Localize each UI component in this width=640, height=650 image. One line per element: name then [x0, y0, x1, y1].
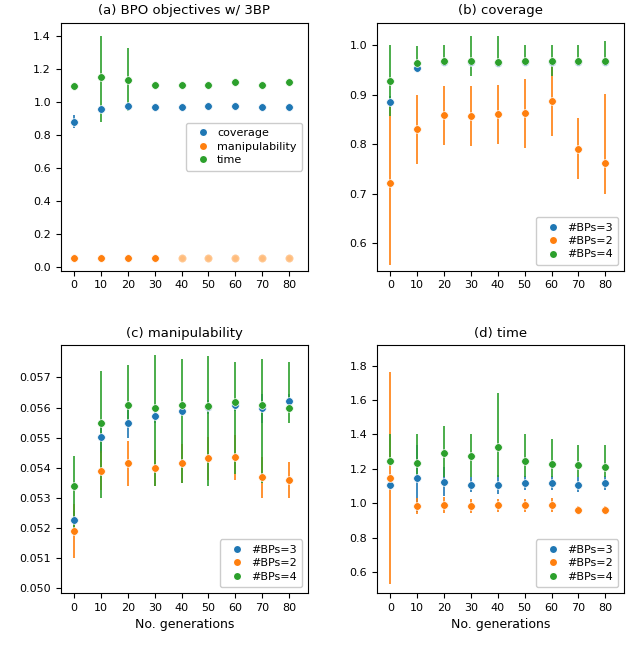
Legend: #BPs=3, #BPs=2, #BPs=4: #BPs=3, #BPs=2, #BPs=4 — [536, 217, 618, 265]
X-axis label: No. generations: No. generations — [451, 618, 550, 631]
Legend: #BPs=3, #BPs=2, #BPs=4: #BPs=3, #BPs=2, #BPs=4 — [536, 540, 618, 587]
Point — [177, 253, 187, 263]
Point — [230, 253, 241, 263]
Legend: coverage, manipulability, time: coverage, manipulability, time — [186, 123, 302, 170]
Point — [204, 253, 214, 263]
Title: (a) BPO objectives w/ 3BP: (a) BPO objectives w/ 3BP — [99, 5, 270, 18]
Title: (c) manipulability: (c) manipulability — [126, 326, 243, 339]
X-axis label: No. generations: No. generations — [134, 618, 234, 631]
Point — [257, 253, 268, 263]
Legend: #BPs=3, #BPs=2, #BPs=4: #BPs=3, #BPs=2, #BPs=4 — [220, 540, 302, 587]
Title: (d) time: (d) time — [474, 326, 527, 339]
Title: (b) coverage: (b) coverage — [458, 5, 543, 18]
Point — [284, 253, 294, 263]
